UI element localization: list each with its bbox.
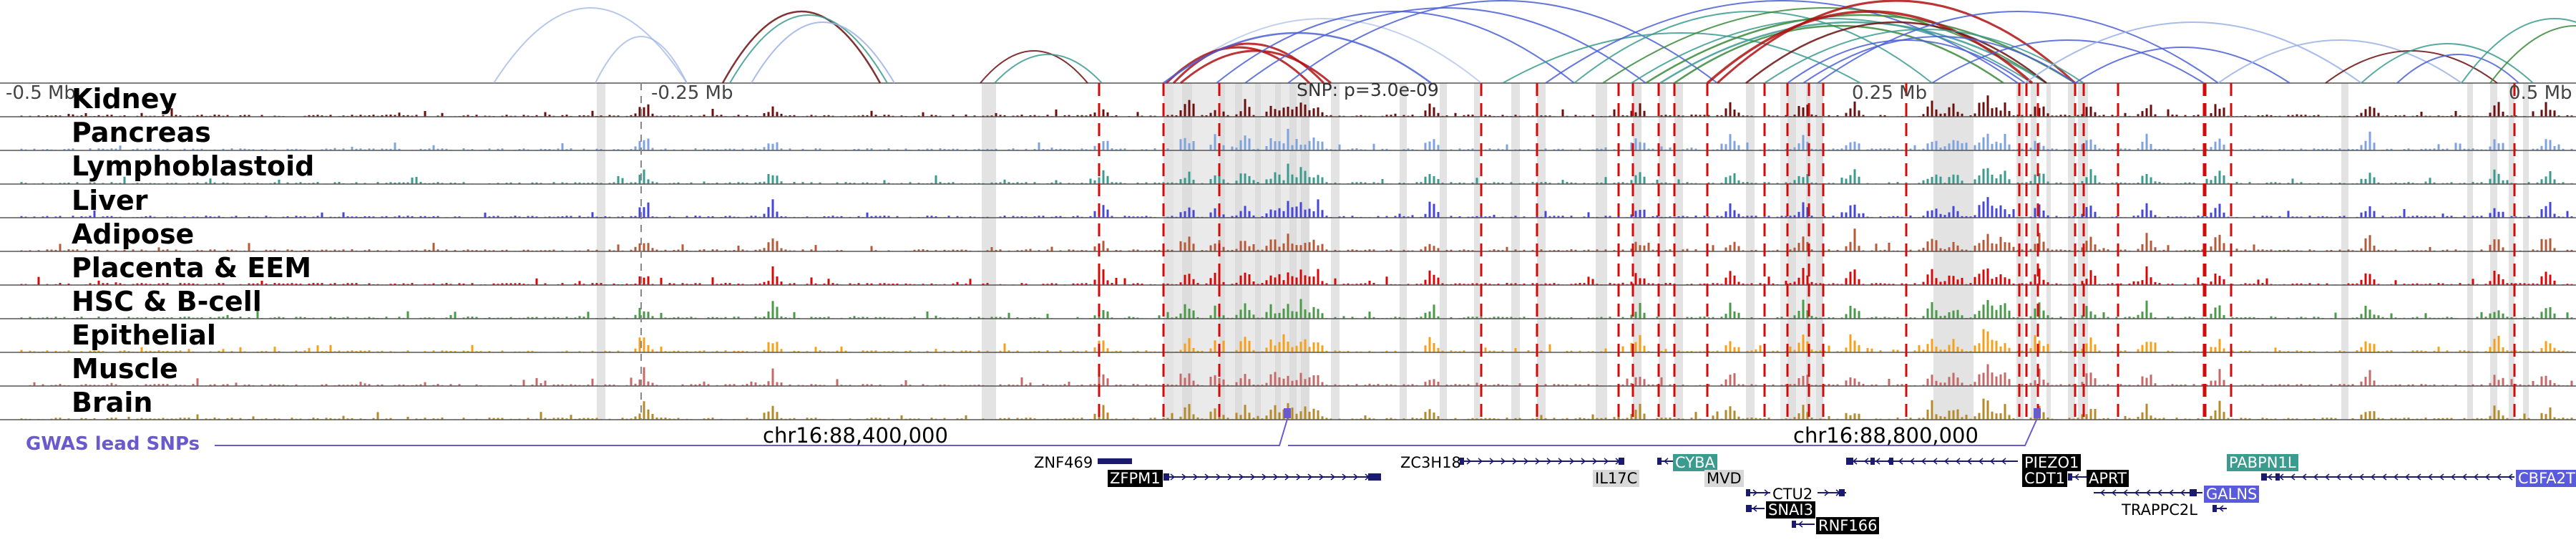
track-label-kidney: Kidney [72,83,177,115]
gwas-snp-marker [2034,408,2041,418]
coordinate-label-left: chr16:88,400,000 [763,423,948,448]
gene-strand-arrows [1466,458,1621,465]
gene-label-zfpm1: ZFPM1 [1108,470,1163,487]
track-label-pancreas: Pancreas [72,117,211,148]
scale-label-mid-left: -0.25 Mb [651,82,733,104]
loop-arc [1287,0,1718,84]
loop-arc [1674,24,2004,85]
loop-arc [1931,39,2205,84]
gene-strand-arrows [1797,521,1803,528]
loop-arc [2218,39,2462,84]
gene-label-cyba: CYBA [1673,454,1717,471]
gene-label-cdt1: CDT1 [2022,470,2068,487]
loop-arc [493,7,688,84]
loop-arc [2361,43,2534,84]
gene-label-znf469: ZNF469 [1034,454,1093,471]
gene-strand-arrows [2218,505,2224,512]
loop-arc [2024,21,2362,84]
loop-arc [595,36,688,84]
snp-pvalue-label: SNP: p=3.0e-09 [1297,79,1439,100]
loop-arc [1216,11,1575,84]
loop-arc [1745,21,2047,84]
loop-arc [1802,36,2076,84]
loop-arc [721,10,882,84]
loop-arc [1706,10,2034,85]
loop-arc [994,54,1103,84]
gwas-lead-snps-label: GWAS lead SNPs [26,433,200,455]
gene-label-rnf166: RNF166 [1816,517,1880,534]
gene-exon [1098,458,1132,464]
coordinate-label-right: chr16:88,800,000 [1793,423,1979,448]
loop-arc [1787,39,2026,84]
track-label-hsc-bcell: HSC & B-cell [72,286,262,317]
track-label-epithelial: Epithelial [72,319,216,351]
gene-exon [1746,489,1750,496]
scale-label-left: -0.5 Mb [6,82,76,104]
track-label-adipose: Adipose [72,218,195,250]
gene-exon [1889,458,1893,465]
loop-arc [1165,46,1311,85]
loop-arc [1545,0,2019,84]
gene-strand-arrows [1663,458,1669,465]
gene-label-galns: GALNS [2204,486,2260,503]
gene-label-ctu2: CTU2 [1772,486,1813,503]
gene-exon [1870,458,1875,465]
gwas-snp-connector [1288,416,2039,446]
loop-arc [1180,49,1332,85]
loop-arc [729,14,888,84]
gene-strand-arrows [1170,473,1370,481]
gene-exon [1746,505,1752,512]
gwas-snp-marker [1284,408,1291,418]
track-label-liver: Liver [72,185,148,216]
gene-label-il17c: IL17C [1593,470,1640,487]
gene-label-piezo1: PIEZO1 [2022,454,2082,471]
gene-exon [1368,473,1381,481]
loop-arc [2489,25,2576,84]
gene-exon [1460,458,1464,465]
loop-arc [2461,18,2576,84]
gene-label-mvd: MVD [1704,470,1744,487]
gene-exon [1839,489,1845,496]
loop-arc [1764,29,2084,84]
gene-exon [1792,521,1796,528]
gene-label-trappc2l: TRAPPC2L [2122,501,2197,519]
gene-exon [2190,489,2197,496]
gene-exon [2275,473,2280,481]
gene-exon [1657,458,1662,465]
gene-label-pabpn1l: PABPN1L [2227,454,2298,471]
gene-label-aprt: APRT [2087,470,2129,487]
gene-label-snai3: SNAI3 [1766,501,1815,519]
gene-strand-arrows [2074,473,2079,481]
loop-arc [980,50,1088,84]
track-label-muscle: Muscle [72,353,178,385]
loop-arc [751,21,895,84]
gene-exon [2212,505,2217,512]
gene-strand-arrows [1752,505,1757,512]
track-label-placenta-eem: Placenta & EEM [72,252,312,284]
gene-exon [1619,458,1624,465]
scale-label-mid-right: 0.25 Mb [1852,82,1928,104]
gene-exon [2068,473,2072,481]
gene-strand-arrows [2267,473,2513,481]
gene-label-zc3h18: ZC3H18 [1400,454,1461,471]
gene-strand-arrows [1752,489,1770,496]
loop-arc [2396,54,2519,84]
loop-arc [1631,18,2033,84]
loop-arc [1502,32,1861,84]
loop-arc [2074,47,2290,84]
loop-arc [1716,0,2077,85]
gene-label-cbfa2t3: CBFA2T3 [2516,470,2576,487]
gene-exon [1846,458,1853,465]
gene-exon [1163,473,1169,481]
track-label-lymphoblastoid: Lymphoblastoid [72,150,315,182]
gene-exon [2261,473,2267,481]
gwas-snp-connector [215,416,1289,446]
track-label-brain: Brain [72,387,153,418]
loop-arc [1574,11,1933,84]
scale-label-right: 0.5 Mb [2509,82,2572,104]
